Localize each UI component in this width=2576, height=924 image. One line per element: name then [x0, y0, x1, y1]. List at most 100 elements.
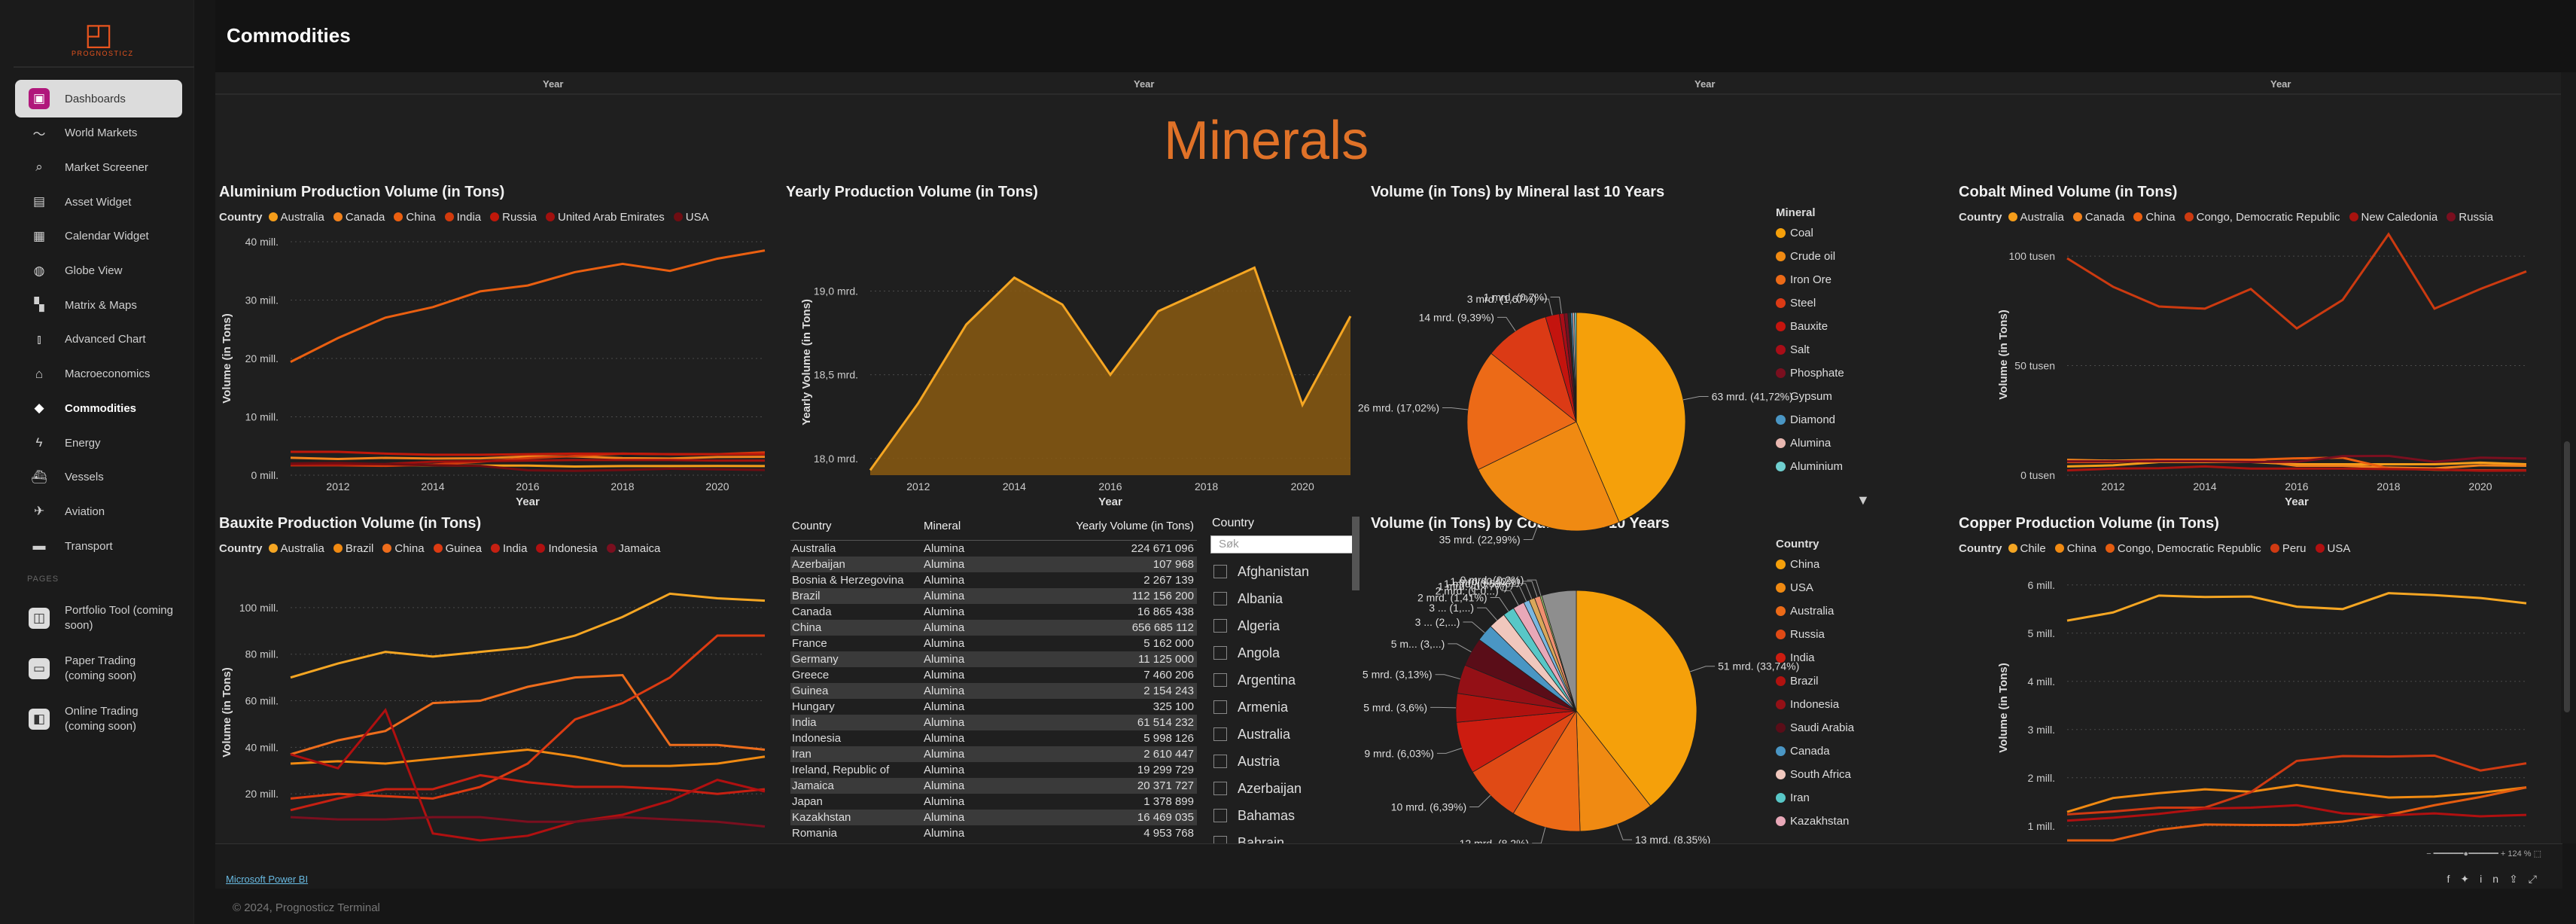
table-row[interactable]: Iran Alumina 2 610 447	[790, 746, 1197, 762]
checkbox[interactable]	[1213, 755, 1227, 768]
table-row[interactable]: India Alumina 61 514 232	[790, 714, 1197, 730]
checkbox[interactable]	[1213, 836, 1227, 843]
scrollbar-thumb[interactable]	[2564, 441, 2570, 712]
legend-item[interactable]: Australia	[268, 211, 324, 224]
legend-item[interactable]: Russia	[1776, 628, 1854, 651]
slicer-item[interactable]: Albania	[1206, 585, 1360, 612]
legend-item[interactable]: Brazil	[1776, 675, 1854, 698]
table-row[interactable]: Kazakhstan Alumina 16 469 035	[790, 809, 1197, 825]
sidebar-item-macroeconomics[interactable]: ⌂ Macroeconomics	[15, 355, 182, 393]
table-header-country[interactable]: Country	[790, 517, 922, 541]
sidebar-item-matrix-maps[interactable]: ▚ Matrix & Maps	[15, 286, 182, 324]
table-row[interactable]: Indonesia Alumina 5 998 126	[790, 730, 1197, 746]
legend-item[interactable]: China	[382, 542, 425, 555]
fullscreen-icon[interactable]: ⤢	[2528, 873, 2547, 885]
table-row[interactable]: Guinea Alumina 2 154 243	[790, 682, 1197, 699]
legend-item[interactable]: Steel	[1776, 297, 1844, 320]
legend-item[interactable]: China	[1776, 558, 1854, 581]
legend-item[interactable]: Gypsum	[1776, 390, 1844, 413]
slicer-item[interactable]: Afghanistan	[1206, 558, 1360, 585]
table-row[interactable]: Romania Alumina 4 953 768	[790, 825, 1197, 841]
table-row[interactable]: Ireland, Republic of Alumina 19 299 729	[790, 762, 1197, 778]
legend-item[interactable]: Australia	[268, 542, 324, 555]
sidebar-item-aviation[interactable]: ✈ Aviation	[15, 492, 182, 530]
table-header-volume[interactable]: Yearly Volume (in Tons)	[1001, 517, 1197, 541]
checkbox[interactable]	[1213, 646, 1227, 660]
powerbi-link[interactable]: Microsoft Power BI	[226, 874, 309, 885]
legend-item[interactable]: Diamond	[1776, 413, 1844, 437]
sidebar-item-asset-widget[interactable]: ▤ Asset Widget	[15, 183, 182, 221]
sidebar-item-globe-view[interactable]: ◍ Globe View	[15, 252, 182, 290]
legend-item[interactable]: Phosphate	[1776, 367, 1844, 390]
table-row[interactable]: Japan Alumina 1 378 899	[790, 794, 1197, 810]
checkbox[interactable]	[1213, 592, 1227, 605]
legend-item[interactable]: USA	[2315, 542, 2350, 555]
legend-item[interactable]: India	[1776, 651, 1854, 675]
checkbox[interactable]	[1213, 700, 1227, 714]
table-row[interactable]: China Alumina 656 685 112	[790, 619, 1197, 636]
legend-item[interactable]: Canada	[2072, 211, 2124, 224]
legend-item[interactable]: China	[394, 211, 436, 224]
checkbox[interactable]	[1213, 782, 1227, 795]
legend-item[interactable]: Indonesia	[536, 542, 598, 555]
legend-item[interactable]: Crude oil	[1776, 250, 1844, 273]
sidebar-item-calendar-widget[interactable]: ▦ Calendar Widget	[15, 218, 182, 255]
sidebar-item-dashboards[interactable]: ▣ Dashboards	[15, 80, 182, 117]
sidebar-item-market-screener[interactable]: ⌕ Market Screener	[15, 148, 182, 186]
table-row[interactable]: Australia Alumina 224 671 096	[790, 541, 1197, 557]
table-header-mineral[interactable]: Mineral	[922, 517, 1001, 541]
sidebar-page-2[interactable]: ◧ Online Trading (coming soon)	[15, 696, 182, 743]
zoom-control[interactable]: − ━━━━━━●━━━━━━ + 124 % ⬚	[2426, 849, 2541, 858]
legend-item[interactable]: Russia	[490, 211, 537, 224]
legend-item[interactable]: Indonesia	[1776, 698, 1854, 721]
table-row[interactable]: Germany Alumina 11 125 000	[790, 651, 1197, 667]
table-row[interactable]: Brazil Alumina 112 156 200	[790, 587, 1197, 604]
table-row[interactable]: Azerbaijan Alumina 107 968	[790, 556, 1197, 572]
legend-item[interactable]: Canada	[1776, 745, 1854, 768]
slicer-item[interactable]: Bahamas	[1206, 802, 1360, 829]
linkedin-icon[interactable]: in	[2480, 873, 2510, 885]
sidebar-item-energy[interactable]: ϟ Energy	[15, 424, 182, 462]
legend-item[interactable]: India	[444, 211, 481, 224]
slicer-item[interactable]: Algeria	[1206, 612, 1360, 639]
share-icons[interactable]: f✦in⇪⤢	[2447, 873, 2547, 886]
slicer-item[interactable]: Angola	[1206, 639, 1360, 666]
legend-item[interactable]: USA	[673, 211, 709, 224]
table-row[interactable]: France Alumina 5 162 000	[790, 636, 1197, 651]
legend-item[interactable]: Saudi Arabia	[1776, 721, 1854, 745]
checkbox[interactable]	[1213, 673, 1227, 687]
checkbox[interactable]	[1213, 809, 1227, 822]
legend-item[interactable]: Iron Ore	[1776, 273, 1844, 297]
chevron-down-icon[interactable]: ▼	[1856, 492, 1870, 508]
slicer-item[interactable]: Bahrain	[1206, 829, 1360, 843]
slicer-search-input[interactable]: Søk	[1210, 535, 1358, 553]
legend-item[interactable]: New Caledonia	[2349, 211, 2437, 224]
checkbox[interactable]	[1213, 619, 1227, 633]
legend-item[interactable]: Kazakhstan	[1776, 815, 1854, 838]
legend-item[interactable]: Chile	[2008, 542, 2046, 555]
legend-item[interactable]: China	[2054, 542, 2096, 555]
legend-item[interactable]: Russia	[2447, 211, 2493, 224]
legend-item[interactable]: Coal	[1776, 227, 1844, 250]
slicer-scrollbar[interactable]	[1352, 517, 1360, 590]
sidebar-item-commodities[interactable]: ◆ Commodities	[15, 389, 182, 427]
legend-item[interactable]: Bauxite	[1776, 320, 1844, 343]
slicer-item[interactable]: Azerbaijan	[1206, 775, 1360, 802]
legend-item[interactable]: Guinea	[433, 542, 482, 555]
legend-item[interactable]: Congo, Democratic Republic	[2184, 211, 2340, 224]
sidebar-page-1[interactable]: ▭ Paper Trading (coming soon)	[15, 645, 182, 692]
sidebar-item-advanced-chart[interactable]: ⫾ Advanced Chart	[15, 321, 182, 358]
facebook-icon[interactable]: f	[2447, 873, 2461, 885]
slicer-item[interactable]: Armenia	[1206, 694, 1360, 721]
legend-item[interactable]: Aluminium	[1776, 460, 1844, 483]
legend-item[interactable]: Australia	[2008, 211, 2064, 224]
slicer-item[interactable]: Argentina	[1206, 666, 1360, 694]
sidebar-item-transport[interactable]: ▬ Transport	[15, 527, 182, 565]
page-scrollbar[interactable]	[2561, 72, 2576, 843]
legend-item[interactable]: USA	[1776, 581, 1854, 605]
sidebar-page-0[interactable]: ◫ Portfolio Tool (coming soon)	[15, 595, 182, 642]
sidebar-item-world-markets[interactable]: 〜 World Markets	[15, 114, 182, 152]
prognosticz-logo[interactable]: ◰ PROGNOSTICZ	[72, 20, 132, 63]
legend-item[interactable]: India	[490, 542, 527, 555]
legend-item[interactable]: Australia	[1776, 605, 1854, 628]
